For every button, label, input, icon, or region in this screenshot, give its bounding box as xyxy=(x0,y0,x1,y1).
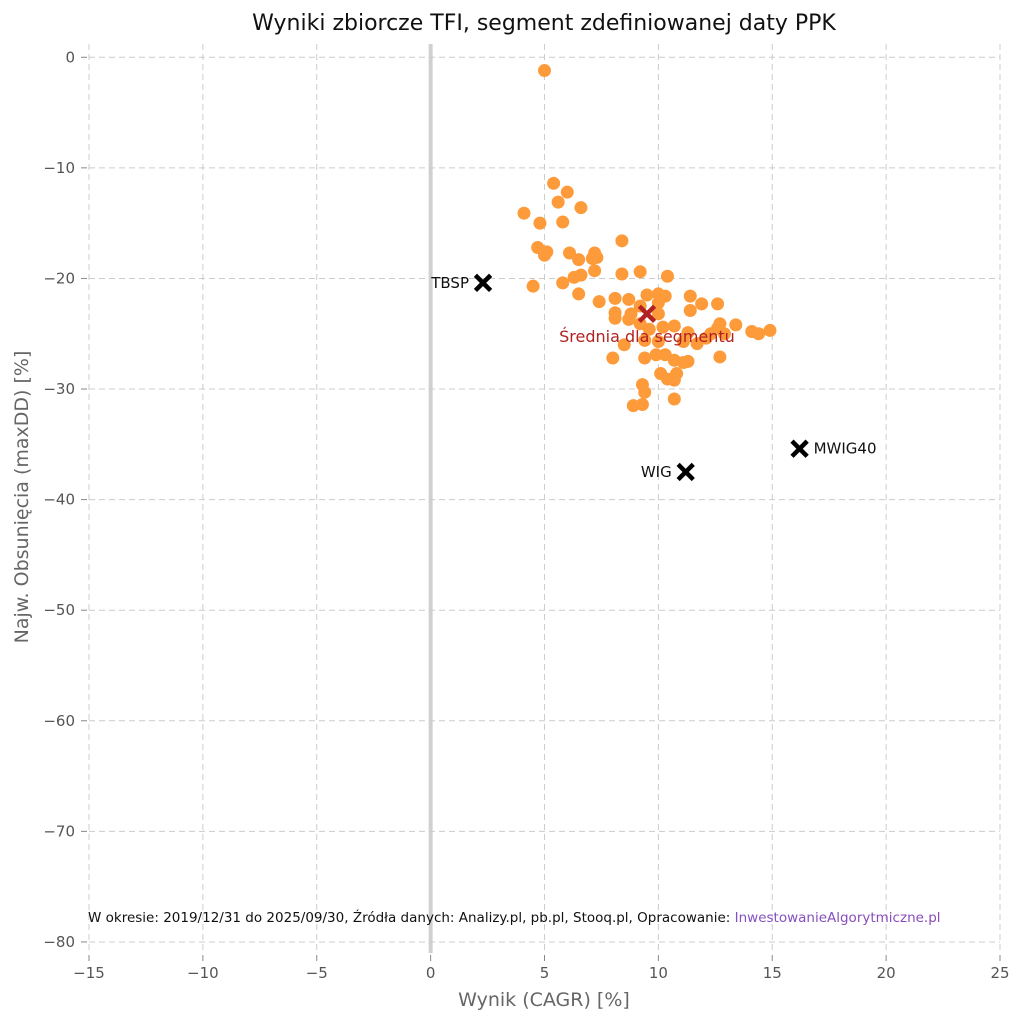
fund-point xyxy=(640,288,654,302)
fund-point xyxy=(683,289,697,303)
fund-point xyxy=(547,176,561,190)
x-tick-label: −10 xyxy=(187,964,219,982)
x-tick-label: −5 xyxy=(306,964,328,982)
x-tick-label: 5 xyxy=(540,964,550,982)
benchmark-label: MWIG40 xyxy=(814,440,877,458)
footer-note: W okresie: 2019/12/31 do 2025/09/30, Źró… xyxy=(88,908,941,926)
x-tick-label: 15 xyxy=(763,964,782,982)
fund-point xyxy=(615,234,629,248)
fund-point xyxy=(538,64,551,78)
y-tick-label: −20 xyxy=(43,269,75,287)
fund-point xyxy=(660,269,674,283)
mean-marker xyxy=(637,304,657,324)
y-tick-label: −50 xyxy=(43,601,75,619)
x-tick-label: −15 xyxy=(73,964,105,982)
fund-point xyxy=(608,311,622,325)
fund-point xyxy=(622,292,636,306)
fund-point xyxy=(717,327,731,341)
benchmark-marker xyxy=(790,439,809,458)
benchmark-label: TBSP xyxy=(430,274,469,292)
y-tick-label: −70 xyxy=(43,822,75,840)
fund-point xyxy=(651,334,665,348)
y-tick-label: −80 xyxy=(43,933,75,951)
fund-point xyxy=(651,307,665,321)
fund-point xyxy=(633,265,647,279)
fund-point xyxy=(642,322,656,336)
benchmark-marker xyxy=(676,462,695,482)
fund-point xyxy=(585,252,599,266)
fund-point xyxy=(729,318,743,332)
y-tick-label: −60 xyxy=(43,712,75,730)
fund-point xyxy=(533,216,547,230)
fund-point xyxy=(667,392,681,406)
y-tick-label: −10 xyxy=(43,159,75,177)
fund-point xyxy=(588,264,602,278)
fund-point xyxy=(574,268,588,282)
mean-label: Średnia dla segmentu xyxy=(559,327,735,346)
fund-point xyxy=(538,248,551,262)
benchmark-marker xyxy=(473,273,493,293)
grid xyxy=(88,44,1001,953)
x-tick-label: 0 xyxy=(426,964,436,982)
fund-point xyxy=(592,295,606,309)
fund-point xyxy=(649,348,663,362)
fund-point xyxy=(638,333,652,347)
fund-point xyxy=(572,287,586,301)
fund-point xyxy=(763,323,777,337)
fund-point xyxy=(638,351,652,365)
fund-point xyxy=(574,201,588,215)
fund-point xyxy=(667,319,681,333)
fund-point xyxy=(711,297,725,311)
benchmark-label: WIG xyxy=(641,463,672,481)
fund-point xyxy=(695,297,709,311)
fund-point xyxy=(713,350,727,364)
fund-point xyxy=(656,320,670,334)
fund-point xyxy=(556,276,570,290)
fund-points xyxy=(517,64,777,413)
fund-point xyxy=(617,338,631,352)
footer-link[interactable]: InwestowanieAlgorytmiczne.pl xyxy=(735,910,941,926)
fund-point xyxy=(683,304,697,318)
footer-text: W okresie: 2019/12/31 do 2025/09/30, Źró… xyxy=(88,908,735,926)
fund-point xyxy=(622,312,636,326)
fund-point xyxy=(676,355,690,369)
benchmark-markers: Średnia dla segmentu TBSP WIG MWIG40 xyxy=(430,273,877,482)
fund-point xyxy=(606,351,620,365)
fund-point xyxy=(556,215,570,229)
fund-point xyxy=(560,185,574,199)
fund-point xyxy=(608,291,622,305)
fund-point xyxy=(638,385,652,399)
y-tick-label: −40 xyxy=(43,491,75,509)
x-tick-label: 20 xyxy=(877,964,896,982)
fund-point xyxy=(676,334,690,348)
fund-point xyxy=(572,253,586,267)
fund-point xyxy=(615,267,629,281)
x-tick-label: 25 xyxy=(990,964,1009,982)
y-tick-label: 0 xyxy=(65,48,75,66)
fund-point xyxy=(563,246,577,260)
chart-title: Wyniki zbiorcze TFI, segment zdefiniowan… xyxy=(252,11,836,36)
fund-point xyxy=(526,279,540,293)
y-tick-label: −30 xyxy=(43,380,75,398)
x-tick-label: 10 xyxy=(649,964,668,982)
fund-point xyxy=(699,331,713,345)
fund-point xyxy=(635,398,649,412)
fund-point xyxy=(517,206,531,220)
y-axis-label: Najw. Obsunięcia (maxDD) [%] xyxy=(11,351,33,644)
fund-point xyxy=(551,195,565,209)
fund-point xyxy=(667,373,681,387)
x-axis-label: Wynik (CAGR) [%] xyxy=(458,989,630,1011)
fund-point xyxy=(651,296,665,310)
ticks: −15 −10 −5 0 5 10 15 20 250−10−20−30−40−50−60−70… xyxy=(43,48,1009,982)
fund-point xyxy=(752,327,766,341)
